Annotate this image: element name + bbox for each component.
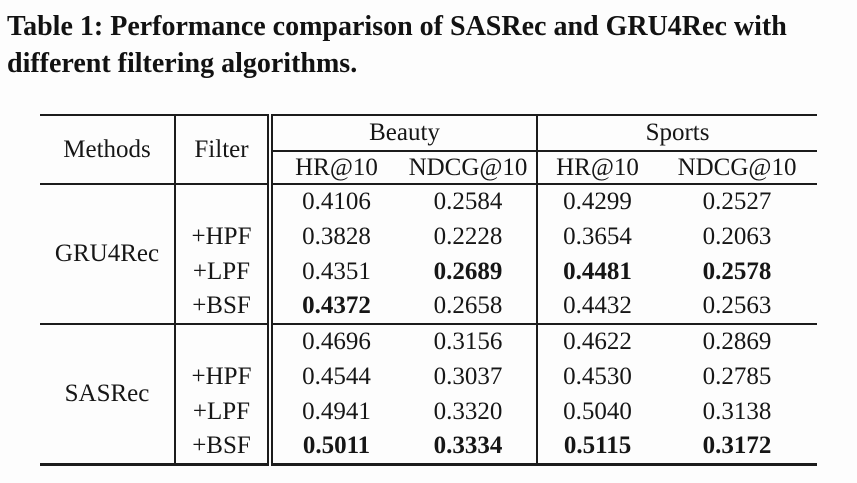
value-cell: 0.3138 <box>702 397 772 425</box>
value-cell: 0.2063 <box>702 222 772 250</box>
value-cell: 0.3156 <box>433 328 503 355</box>
value-cell: 0.2689 <box>433 257 503 285</box>
header-methods: Methods <box>40 115 175 185</box>
filter-cell: +LPF <box>174 254 270 289</box>
header-beauty-hr10: HR@10 <box>267 151 400 185</box>
header-group-sports: Sports <box>536 115 818 152</box>
method-cell-gru4rec: GRU4Rec <box>40 184 175 325</box>
value-cell: 0.2527 <box>702 188 772 215</box>
value-cell: 0.4696 <box>267 324 400 359</box>
value-cell: 0.5040 <box>536 394 658 429</box>
value-cell: 0.4530 <box>536 359 658 394</box>
value-cell: 0.2228 <box>433 222 503 250</box>
value-cell: 0.2658 <box>400 289 538 325</box>
value-cell: 0.4941 <box>267 394 400 429</box>
value-cell: 0.3654 <box>536 219 658 254</box>
value-cell: 0.3828 <box>267 219 400 254</box>
value-cell: 0.4372 <box>267 289 400 325</box>
table-row: +BSF 0.4372 0.2658 0.4432 0.2563 <box>40 289 818 325</box>
filter-cell <box>174 324 270 359</box>
filter-cell: +BSF <box>174 429 270 464</box>
value-cell: 0.4481 <box>536 254 658 289</box>
value-cell: 0.3320 <box>433 397 503 425</box>
method-cell-sasrec: SASRec <box>64 379 150 407</box>
header-metric-row: HR@10 NDCG@10 HR@10 NDCG@10 <box>40 151 818 185</box>
value-cell: 0.4432 <box>536 289 658 325</box>
filter-cell: +HPF <box>174 219 270 254</box>
filter-cell: +LPF <box>174 394 270 429</box>
value-cell: 0.2869 <box>702 328 772 355</box>
value-cell: 0.5011 <box>267 429 400 464</box>
filter-cell: +BSF <box>174 289 270 325</box>
table-row: +HPF 0.4544 0.3037 0.4530 0.2785 <box>40 359 817 394</box>
header-group-beauty: Beauty <box>266 115 538 152</box>
table-caption: Table 1: Performance comparison of SASRe… <box>7 11 787 79</box>
value-cell: 0.3037 <box>433 362 503 390</box>
value-cell: 0.2563 <box>657 289 818 325</box>
value-cell: 0.4622 <box>536 324 658 359</box>
value-cell: 0.4544 <box>267 359 400 394</box>
table-row: GRU4Rec 0.4106 0.2584 0.4299 0.2527 <box>40 184 817 325</box>
performance-table: Methods Filter Beauty Sports HR@10 NDCG@… <box>40 114 818 466</box>
header-beauty-ndcg10: NDCG@10 <box>400 151 538 185</box>
header-sports-ndcg10: NDCG@10 <box>657 151 818 185</box>
filter-cell <box>174 184 270 219</box>
value-cell: 0.3334 <box>433 431 503 459</box>
value-cell: 0.4299 <box>536 184 658 219</box>
header-sports-hr10: HR@10 <box>536 151 658 185</box>
value-cell: 0.5115 <box>536 429 658 464</box>
table-row: +HPF 0.3828 0.2228 0.3654 0.2063 <box>40 219 817 254</box>
header-group-row: Methods Filter Beauty Sports <box>40 115 818 185</box>
header-filter: Filter <box>174 115 270 185</box>
value-cell: 0.3172 <box>702 431 772 459</box>
table-row: SASRec 0.4696 0.3156 0.4622 0.2869 <box>40 324 817 407</box>
value-cell: 0.4351 <box>267 254 400 289</box>
value-cell: 0.2584 <box>433 188 503 215</box>
value-cell: 0.2578 <box>702 257 772 285</box>
value-cell: 0.4106 <box>267 184 400 219</box>
table-row: +BSF 0.5011 0.3334 0.5115 0.3172 <box>40 429 817 464</box>
table-row: +LPF 0.4351 0.2689 0.4481 0.2578 <box>40 254 817 289</box>
value-cell: 0.2785 <box>702 362 772 390</box>
filter-cell: +HPF <box>174 359 270 394</box>
table-row: +LPF 0.4941 0.3320 0.5040 0.3138 <box>40 394 817 429</box>
